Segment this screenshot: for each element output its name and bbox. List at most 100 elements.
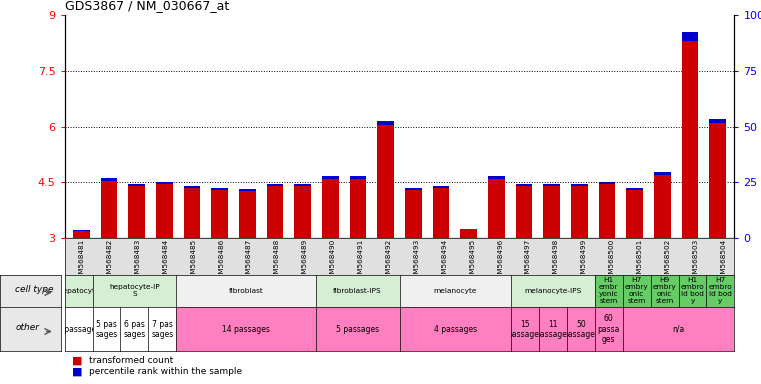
Bar bbox=[73, 231, 90, 238]
Bar bbox=[156, 182, 173, 184]
Text: 11
passages: 11 passages bbox=[535, 319, 571, 339]
Text: GSM568501: GSM568501 bbox=[637, 239, 643, 283]
Text: GSM568485: GSM568485 bbox=[190, 239, 196, 283]
Bar bbox=[266, 184, 283, 186]
Text: GSM568503: GSM568503 bbox=[693, 239, 699, 283]
Text: GSM568482: GSM568482 bbox=[107, 239, 113, 283]
Bar bbox=[405, 190, 422, 238]
Text: GDS3867 / NM_030667_at: GDS3867 / NM_030667_at bbox=[65, 0, 229, 12]
Text: GSM568486: GSM568486 bbox=[218, 239, 224, 283]
Bar bbox=[100, 180, 117, 238]
Bar bbox=[266, 186, 283, 238]
Bar bbox=[239, 189, 256, 190]
Bar bbox=[571, 184, 587, 186]
Text: melanocyte: melanocyte bbox=[434, 288, 477, 294]
Text: 6 pas
sages: 6 pas sages bbox=[123, 319, 145, 339]
Bar bbox=[239, 190, 256, 238]
Text: ■: ■ bbox=[72, 367, 83, 377]
Bar bbox=[599, 182, 616, 184]
Text: GSM568504: GSM568504 bbox=[721, 239, 727, 283]
Text: GSM568491: GSM568491 bbox=[358, 239, 364, 283]
Bar bbox=[212, 190, 228, 238]
Bar bbox=[654, 172, 670, 175]
Bar bbox=[599, 184, 616, 238]
Bar bbox=[543, 186, 560, 238]
Text: H1
embr
yonic
stem: H1 embr yonic stem bbox=[599, 277, 619, 305]
Bar bbox=[295, 184, 311, 186]
Text: melanocyte-IPS: melanocyte-IPS bbox=[524, 288, 581, 294]
Text: 4 passages: 4 passages bbox=[434, 325, 477, 334]
Text: GSM568494: GSM568494 bbox=[441, 239, 447, 283]
Bar bbox=[322, 179, 339, 238]
Text: n/a: n/a bbox=[673, 325, 685, 334]
Text: ■: ■ bbox=[72, 355, 83, 365]
Text: GSM568495: GSM568495 bbox=[470, 239, 476, 283]
Text: transformed count: transformed count bbox=[89, 356, 174, 365]
Bar bbox=[682, 41, 699, 238]
Bar bbox=[709, 123, 726, 238]
Bar bbox=[350, 176, 366, 179]
Bar bbox=[682, 32, 699, 41]
Text: hepatocyte: hepatocyte bbox=[58, 288, 100, 294]
Bar bbox=[626, 189, 643, 190]
Text: percentile rank within the sample: percentile rank within the sample bbox=[89, 367, 242, 376]
Text: GSM568502: GSM568502 bbox=[664, 239, 670, 283]
Text: 5 passages: 5 passages bbox=[336, 325, 379, 334]
Bar bbox=[571, 186, 587, 238]
Text: GSM568498: GSM568498 bbox=[553, 239, 559, 283]
Text: GSM568492: GSM568492 bbox=[386, 239, 392, 283]
Text: H9
embry
onic
stem: H9 embry onic stem bbox=[653, 277, 677, 305]
Text: 60
passa
ges: 60 passa ges bbox=[597, 314, 620, 344]
Text: hepatocyte-iP
S: hepatocyte-iP S bbox=[109, 285, 160, 297]
Bar bbox=[516, 186, 533, 238]
Text: GSM568496: GSM568496 bbox=[497, 239, 503, 283]
Text: H1
embro
id bod
y: H1 embro id bod y bbox=[680, 277, 705, 305]
Text: GSM568497: GSM568497 bbox=[525, 239, 531, 283]
Bar bbox=[295, 186, 311, 238]
Text: fibroblast: fibroblast bbox=[229, 288, 263, 294]
Bar bbox=[183, 188, 200, 238]
Bar bbox=[377, 121, 394, 125]
Bar bbox=[183, 186, 200, 188]
Text: 7 pas
sages: 7 pas sages bbox=[151, 319, 174, 339]
Text: 50
passages: 50 passages bbox=[563, 319, 599, 339]
Bar bbox=[516, 184, 533, 186]
Bar bbox=[488, 176, 505, 179]
Text: GSM568488: GSM568488 bbox=[274, 239, 280, 283]
Text: other: other bbox=[15, 323, 40, 331]
Text: GSM568500: GSM568500 bbox=[609, 239, 615, 283]
Text: GSM568481: GSM568481 bbox=[78, 239, 84, 283]
Bar bbox=[129, 186, 145, 238]
Bar bbox=[488, 179, 505, 238]
Text: 5 pas
sages: 5 pas sages bbox=[95, 319, 118, 339]
Bar bbox=[100, 179, 117, 180]
Bar bbox=[709, 119, 726, 123]
Bar bbox=[460, 229, 477, 238]
Bar bbox=[433, 188, 449, 238]
Bar bbox=[433, 186, 449, 188]
Text: GSM568490: GSM568490 bbox=[330, 239, 336, 283]
Bar bbox=[322, 175, 339, 179]
Text: 14 passages: 14 passages bbox=[222, 325, 270, 334]
Bar bbox=[405, 189, 422, 190]
Text: GSM568489: GSM568489 bbox=[302, 239, 308, 283]
Text: H7
embro
id bod
y: H7 embro id bod y bbox=[708, 277, 732, 305]
Bar bbox=[543, 184, 560, 186]
Text: GSM568487: GSM568487 bbox=[246, 239, 252, 283]
Bar bbox=[654, 175, 670, 238]
Bar bbox=[129, 184, 145, 186]
Bar bbox=[626, 190, 643, 238]
Text: GSM568493: GSM568493 bbox=[413, 239, 419, 283]
Text: GSM568499: GSM568499 bbox=[581, 239, 587, 283]
Text: GSM568483: GSM568483 bbox=[135, 239, 141, 283]
Bar bbox=[377, 125, 394, 238]
Text: 15
passages: 15 passages bbox=[507, 319, 543, 339]
Text: H7
embry
onic
stem: H7 embry onic stem bbox=[625, 277, 648, 305]
Bar bbox=[350, 179, 366, 238]
Text: GSM568484: GSM568484 bbox=[162, 239, 168, 283]
Bar bbox=[156, 184, 173, 238]
Text: 0 passages: 0 passages bbox=[57, 325, 100, 334]
Text: fibroblast-IPS: fibroblast-IPS bbox=[333, 288, 382, 294]
Text: cell type: cell type bbox=[15, 285, 54, 294]
Bar bbox=[212, 189, 228, 190]
